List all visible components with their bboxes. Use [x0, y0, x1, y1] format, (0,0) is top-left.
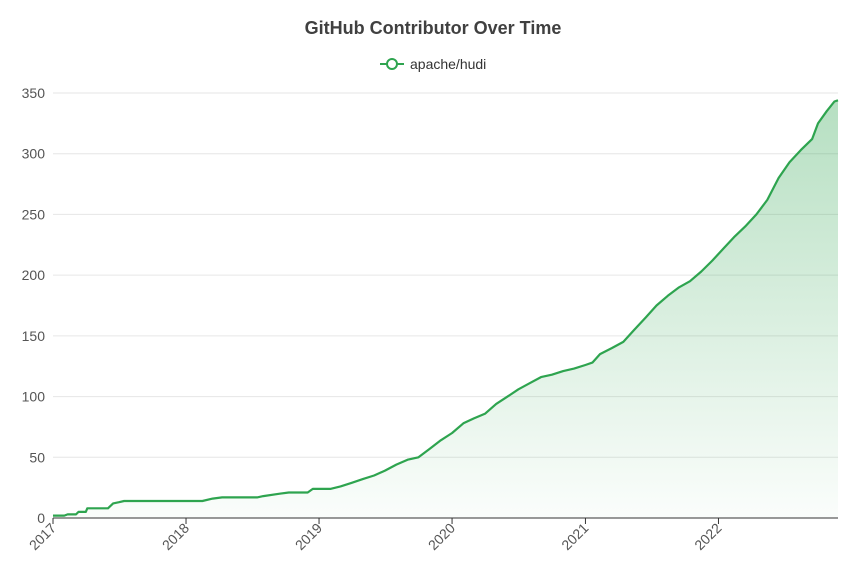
y-tick-label: 0	[37, 510, 45, 526]
x-tick-label: 2021	[558, 520, 591, 553]
x-tick-label: 2022	[691, 520, 724, 553]
x-tick-label: 2019	[292, 520, 325, 553]
series-area	[53, 100, 838, 519]
y-tick-label: 100	[22, 389, 46, 405]
x-tick-label: 2018	[159, 520, 192, 553]
y-axis-ticks: 0 50 100 150 200 250 300 350	[22, 85, 46, 526]
x-axis-ticks: 2017 2018 2019 2020 2021 2022	[26, 518, 725, 553]
y-tick-label: 150	[22, 328, 46, 344]
legend-label: apache/hudi	[410, 56, 486, 72]
y-tick-label: 50	[29, 449, 45, 465]
legend-marker-circle-icon	[386, 58, 398, 70]
y-tick-label: 200	[22, 267, 46, 283]
y-tick-label: 350	[22, 85, 46, 101]
legend[interactable]: apache/hudi	[380, 56, 486, 72]
x-tick-label: 2020	[425, 520, 458, 553]
gridlines	[53, 92, 838, 458]
chart-title: GitHub Contributor Over Time	[305, 18, 562, 38]
series-line	[53, 99, 839, 517]
y-tick-label: 250	[22, 206, 46, 222]
x-tick-label: 2017	[26, 520, 59, 553]
y-tick-label: 300	[22, 146, 46, 162]
